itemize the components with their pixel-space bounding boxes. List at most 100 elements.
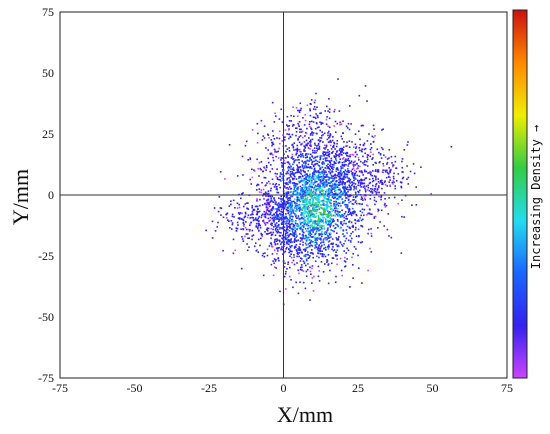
density-point — [389, 171, 391, 174]
density-point — [321, 155, 323, 157]
density-point — [342, 182, 344, 184]
density-point — [311, 252, 314, 255]
density-point — [384, 206, 387, 208]
density-point — [337, 181, 340, 184]
density-point — [313, 197, 316, 199]
density-point — [295, 153, 297, 156]
density-point — [303, 231, 305, 234]
density-point — [383, 225, 385, 227]
density-point — [322, 179, 324, 181]
density-point — [279, 142, 281, 145]
density-point — [308, 233, 310, 236]
density-point — [366, 140, 369, 142]
density-point — [270, 211, 272, 214]
density-point — [310, 145, 312, 147]
density-point — [323, 154, 325, 156]
density-point — [344, 159, 346, 161]
density-point — [336, 180, 338, 182]
density-point — [328, 246, 330, 248]
density-point — [296, 205, 299, 208]
density-point — [284, 262, 286, 265]
density-point — [305, 194, 307, 196]
density-point — [311, 155, 313, 157]
density-point — [309, 121, 311, 123]
density-point — [327, 190, 329, 193]
density-point — [301, 200, 304, 203]
density-point — [359, 143, 361, 146]
density-point — [301, 187, 303, 189]
density-point — [270, 197, 272, 200]
density-point — [320, 193, 322, 195]
density-point — [362, 218, 364, 221]
density-point — [246, 243, 248, 245]
density-point — [322, 199, 324, 202]
density-point — [279, 214, 282, 216]
density-point — [216, 226, 219, 228]
density-point — [305, 173, 307, 175]
density-point — [319, 172, 322, 174]
density-point — [339, 202, 341, 205]
density-point — [285, 270, 287, 273]
density-point — [318, 161, 321, 163]
density-point — [341, 274, 343, 277]
density-point — [256, 158, 258, 161]
density-point — [272, 159, 275, 162]
density-point — [346, 170, 349, 172]
density-point — [329, 213, 332, 215]
density-point — [368, 182, 371, 185]
density-point — [369, 155, 371, 158]
density-point — [299, 192, 301, 195]
density-point — [293, 263, 296, 266]
density-point — [352, 253, 354, 255]
density-point — [314, 144, 317, 146]
density-point — [342, 233, 344, 235]
density-point — [307, 153, 310, 155]
density-point — [349, 182, 351, 184]
density-point — [344, 176, 347, 179]
density-point — [337, 220, 339, 222]
density-point — [289, 171, 292, 173]
density-point — [350, 211, 352, 214]
density-point — [304, 211, 307, 214]
density-point — [355, 226, 357, 229]
density-point — [343, 250, 345, 252]
density-point — [330, 215, 333, 217]
density-point — [296, 127, 298, 129]
density-point — [336, 249, 339, 251]
density-point — [333, 110, 335, 113]
density-point — [266, 208, 268, 211]
density-point — [318, 176, 321, 178]
density-point — [401, 160, 403, 163]
density-point — [300, 173, 303, 175]
density-point — [307, 170, 309, 172]
density-point — [302, 241, 304, 244]
density-point — [266, 166, 268, 169]
density-point — [287, 200, 289, 202]
density-point — [312, 215, 315, 218]
density-point — [321, 122, 324, 125]
density-point — [231, 223, 234, 226]
density-point — [330, 181, 333, 184]
density-point — [333, 166, 335, 168]
density-point — [354, 133, 357, 135]
density-point — [336, 197, 339, 200]
density-point — [363, 197, 366, 199]
density-point — [353, 164, 355, 166]
density-point — [363, 163, 366, 166]
density-point — [338, 176, 341, 178]
density-point — [290, 256, 293, 259]
y-tick-label: 50 — [42, 66, 54, 80]
density-point — [271, 101, 274, 104]
density-point — [290, 195, 292, 198]
density-point — [346, 177, 349, 179]
density-point — [269, 216, 272, 219]
density-point — [343, 222, 345, 225]
density-point — [300, 213, 303, 216]
density-point — [319, 242, 322, 244]
density-point — [274, 229, 277, 231]
density-point — [286, 133, 288, 135]
density-point — [342, 181, 344, 183]
density-point — [285, 230, 287, 232]
density-point — [326, 201, 328, 204]
density-point — [308, 137, 310, 139]
